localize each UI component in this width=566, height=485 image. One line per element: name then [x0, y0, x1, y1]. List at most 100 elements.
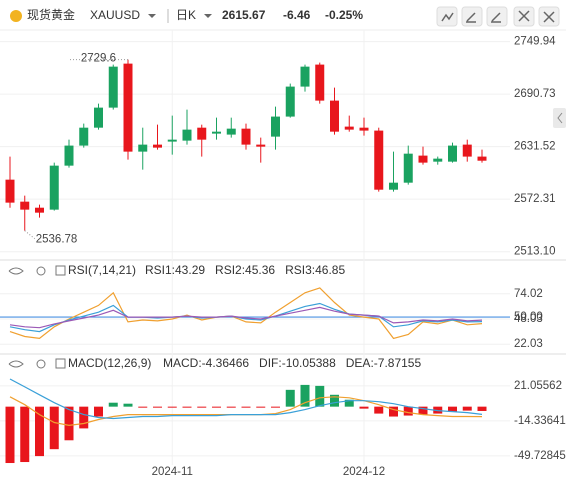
rsi-line [9, 306, 483, 329]
dropdown-arrow[interactable] [148, 14, 156, 18]
macd-bar [403, 406, 413, 416]
legend-entry: RSI2:45.36 [215, 263, 275, 277]
candle-body [64, 145, 74, 166]
gear-icon[interactable] [36, 266, 46, 276]
tool-icon [441, 12, 454, 22]
candle-body [403, 153, 413, 183]
macd-bar [344, 399, 354, 407]
macd-bar [79, 406, 89, 429]
collapse-icon [557, 112, 563, 124]
macd-bar [285, 389, 295, 407]
candle-body [448, 145, 457, 162]
symbol[interactable]: XAUUSD [90, 8, 140, 22]
candle-body [212, 131, 221, 134]
y-tick-label: 50.00 [514, 311, 543, 323]
y-tick-label: 2631.52 [514, 141, 556, 153]
macd-bar [20, 406, 30, 463]
candle-body [123, 63, 133, 152]
candle-body [241, 128, 251, 145]
macd-bar [462, 406, 472, 411]
y-tick-label: 22.03 [514, 338, 543, 350]
macd-bar [389, 406, 398, 417]
macd-bar [197, 406, 207, 408]
candle-body [330, 100, 339, 132]
panel-icon [55, 358, 66, 369]
y-tick-label: 2749.94 [514, 36, 556, 48]
macd-bar [256, 406, 266, 408]
eye-icon[interactable] [8, 360, 24, 368]
candle-body [197, 127, 207, 140]
candle-body [418, 155, 428, 163]
candle-body [20, 201, 30, 210]
candle-body [35, 207, 44, 213]
y-tick-label: 74.02 [514, 288, 543, 300]
y-tick-label: 2513.10 [514, 246, 556, 258]
macd-bar [94, 406, 103, 417]
candle-body [153, 144, 162, 148]
candle-body [5, 179, 15, 203]
macd-bar [138, 406, 148, 408]
price: 2615.67 [222, 8, 266, 22]
panel-icon [55, 265, 66, 276]
panel-title: MACD(12,26,9) [68, 356, 151, 370]
macd-bar [123, 403, 133, 407]
legend-entry: DIF:-10.05388 [259, 356, 336, 370]
macd-bar [153, 406, 162, 408]
macd-bar [212, 406, 221, 408]
rsi-line [9, 287, 483, 340]
candle-body [462, 144, 472, 157]
macd-bar [49, 406, 59, 450]
macd-bar [300, 384, 310, 407]
macd-bar [226, 406, 236, 408]
macd-bar [315, 385, 325, 407]
high-marker: 2729.6 [81, 53, 116, 65]
candle-body [315, 64, 325, 101]
macd-bar [418, 406, 428, 415]
macd-bar [108, 402, 118, 407]
macd-bar [64, 406, 74, 441]
macd-bar [477, 406, 487, 411]
candle-body [108, 66, 118, 108]
panel-title: RSI(7,14,21) [68, 263, 136, 277]
eye-icon[interactable] [8, 267, 24, 275]
collapse-button[interactable] [553, 108, 566, 128]
candle-body [167, 139, 177, 142]
tool-icon [543, 11, 555, 23]
candle-body [138, 144, 148, 152]
y-tick-label: 2572.31 [514, 193, 556, 205]
legend-entry: DEA:-7.87155 [346, 356, 422, 370]
candle-body [344, 126, 354, 130]
marker-leader [24, 230, 36, 240]
macd-bar [182, 406, 192, 408]
candle-body [300, 66, 310, 87]
candle-body [49, 165, 59, 210]
macd-bar [5, 406, 15, 464]
candle-body [94, 107, 103, 128]
candle-body [374, 130, 384, 190]
candle-body [182, 129, 192, 141]
macd-bar [374, 406, 384, 414]
x-tick-label: 2024-12 [343, 466, 385, 478]
gear-icon[interactable] [36, 359, 46, 369]
dropdown-arrow[interactable] [204, 14, 212, 18]
y-tick-label: 2690.73 [514, 88, 556, 100]
macd-bar [167, 406, 177, 408]
candle-body [79, 127, 89, 146]
legend-entry: RSI1:43.29 [145, 263, 205, 277]
macd-bar [359, 406, 369, 409]
rsi-line [9, 302, 483, 333]
candle-body [433, 158, 443, 162]
y-tick-label: -49.72845 [514, 450, 566, 462]
period[interactable]: 日K [176, 8, 196, 22]
tool-icon [491, 12, 501, 23]
x-tick-label: 2024-11 [152, 466, 193, 478]
candle-body [256, 144, 266, 147]
macd-bar [330, 394, 339, 407]
candle-body [477, 156, 487, 161]
low-marker: 2536.78 [36, 234, 78, 246]
instrument-name: 现货黄金 [27, 7, 75, 22]
symbol-icon [10, 10, 22, 22]
candle-body [271, 116, 280, 137]
candle-body [285, 86, 295, 117]
